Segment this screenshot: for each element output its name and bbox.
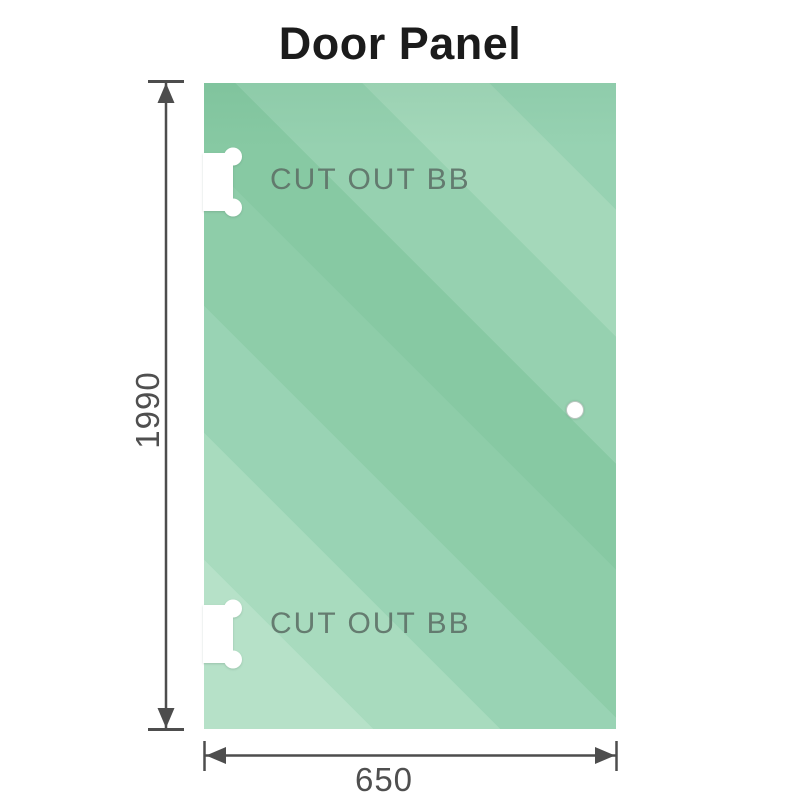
cutout-top-label: CUT OUT BB [270, 163, 471, 196]
hinge-cutout-top-icon [203, 147, 242, 217]
arrow-right-icon [595, 747, 615, 764]
glass-panel [204, 83, 616, 729]
cutout-lobe-bottom [224, 198, 242, 217]
cutout-lobe-top [224, 599, 242, 618]
height-dimension [148, 80, 184, 731]
width-dimension [203, 741, 618, 771]
width-dimension-label: 650 [354, 761, 414, 798]
cutout-lobe-top [224, 147, 242, 166]
height-dimension-label: 1990 [129, 371, 166, 449]
arrow-up-icon [157, 83, 175, 103]
cutout-body [203, 153, 233, 211]
arrow-left-icon [206, 747, 226, 764]
arrow-down-icon [157, 708, 175, 728]
cutout-bottom-label: CUT OUT BB [270, 607, 471, 640]
cutout-lobe-bottom [224, 650, 242, 669]
cutout-body [203, 605, 233, 663]
hinge-cutout-bottom-icon [203, 599, 242, 669]
page-title: Door Panel [278, 18, 522, 69]
handle-hole [566, 401, 584, 419]
